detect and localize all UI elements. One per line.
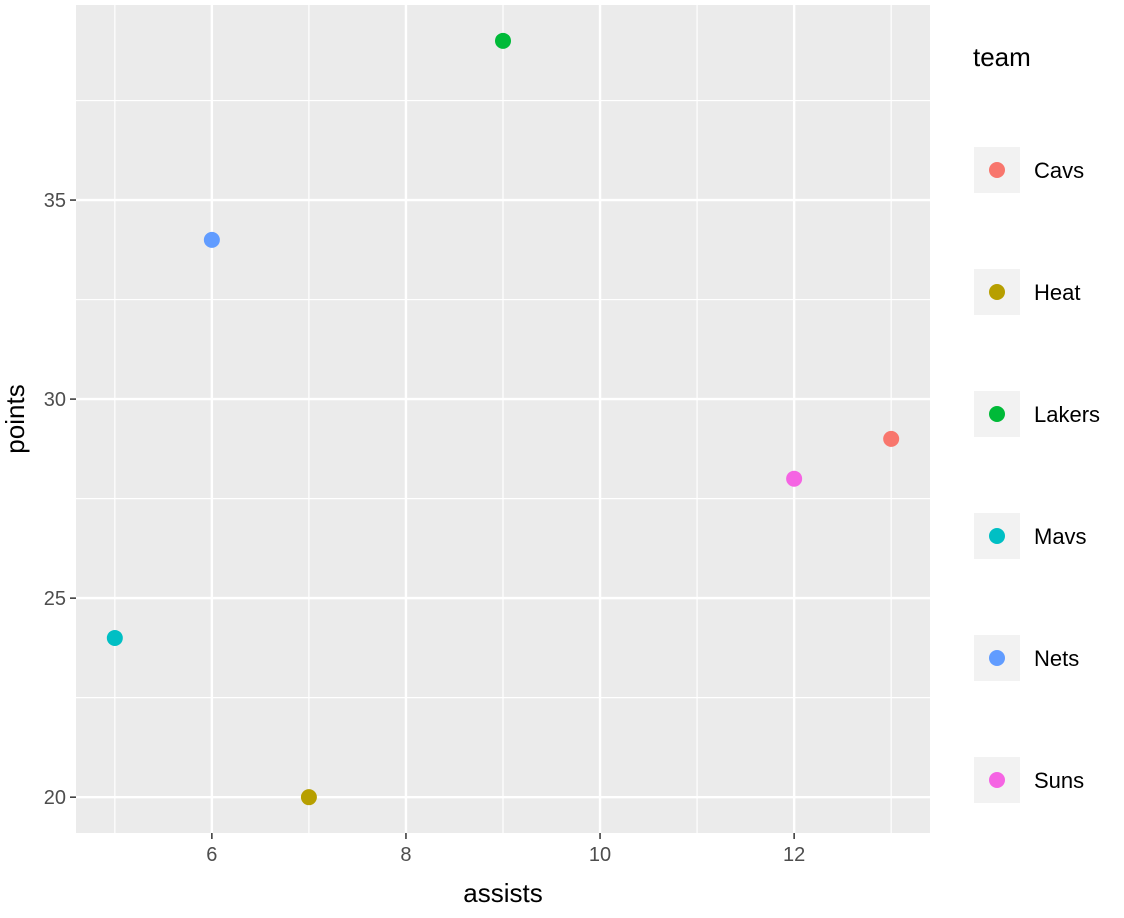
- legend-key-symbol: [989, 162, 1005, 178]
- data-point-lakers: [495, 32, 511, 49]
- data-point-heat: [300, 789, 317, 806]
- data-point-suns: [786, 470, 803, 487]
- legend-item-cavs: Cavs: [974, 147, 1084, 193]
- x-tick-label: 8: [400, 844, 411, 866]
- legend-key-symbol: [989, 772, 1005, 788]
- x-tick-label: 6: [206, 844, 217, 866]
- legend-item-nets: Nets: [974, 635, 1079, 681]
- legend-item-heat: Heat: [974, 269, 1080, 315]
- data-point-cavs: [883, 430, 900, 447]
- y-axis-title: points: [0, 384, 30, 453]
- legend-key-symbol: [989, 650, 1005, 666]
- minor-gridlines: [76, 5, 930, 833]
- legend-item-lakers: Lakers: [974, 391, 1100, 437]
- legend-item-suns: Suns: [974, 757, 1084, 803]
- y-tick-label: 35: [44, 190, 66, 212]
- data-point-mavs: [106, 629, 123, 646]
- legend-title: team: [973, 42, 1031, 72]
- legend-label: Cavs: [1034, 158, 1084, 183]
- y-tick-label: 25: [44, 588, 66, 610]
- legend-item-mavs: Mavs: [974, 513, 1087, 559]
- data-points: [106, 32, 900, 806]
- legend-label: Suns: [1034, 768, 1084, 793]
- legend-label: Nets: [1034, 646, 1079, 671]
- legend-key-symbol: [989, 406, 1005, 422]
- major-gridlines: [76, 5, 930, 833]
- legend-label: Heat: [1034, 280, 1080, 305]
- x-tick-label: 10: [589, 844, 611, 866]
- x-axis-title: assists: [463, 878, 542, 908]
- x-tick-label: 12: [783, 844, 805, 866]
- legend-label: Mavs: [1034, 524, 1087, 549]
- legend-label: Lakers: [1034, 402, 1100, 427]
- x-axis: 6 8 10 12: [206, 833, 805, 866]
- legend-key-symbol: [989, 284, 1005, 300]
- data-point-nets: [203, 231, 220, 248]
- y-tick-label: 30: [44, 389, 66, 411]
- y-tick-label: 20: [44, 787, 66, 809]
- legend-key-symbol: [989, 528, 1005, 544]
- legend: team Cavs Heat Lakers Mavs Nets Suns: [973, 42, 1100, 803]
- y-axis: 20 25 30 35: [44, 190, 76, 809]
